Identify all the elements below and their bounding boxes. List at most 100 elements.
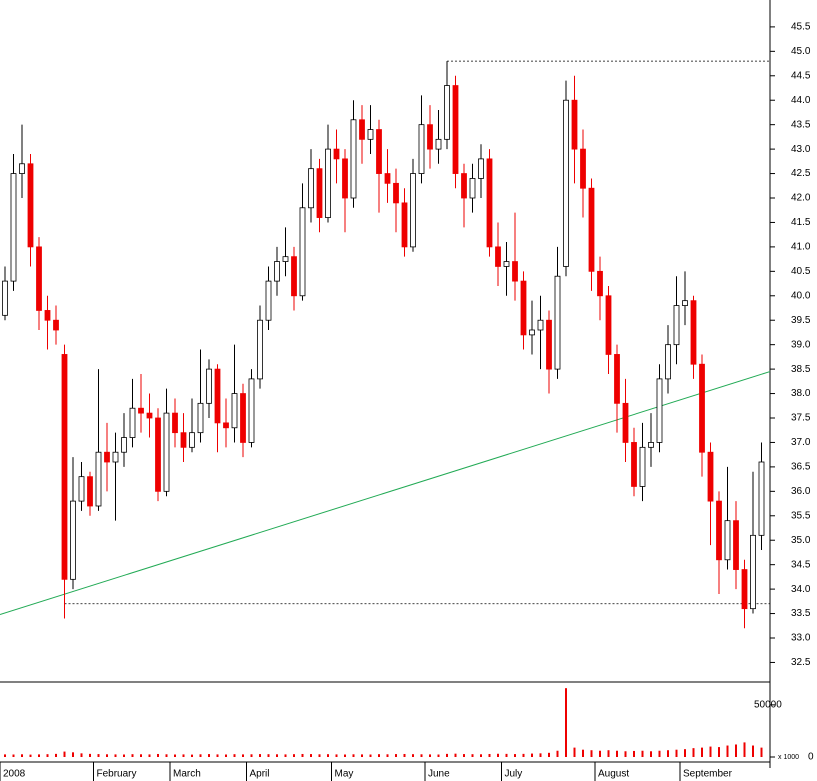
candle-body: [512, 261, 518, 282]
volume-bar: [114, 754, 117, 757]
y-tick-label: 35.5: [791, 510, 811, 521]
candle-body: [376, 129, 382, 174]
volume-bar: [80, 753, 83, 757]
candle-body: [401, 202, 408, 248]
volume-bar: [573, 747, 576, 757]
x-tick-label: August: [598, 769, 629, 780]
volume-bar: [743, 742, 746, 757]
volume-bar: [650, 751, 652, 757]
volume-bar: [403, 753, 406, 757]
volume-bar: [667, 750, 669, 757]
volume-tick-label: 50000: [754, 699, 782, 710]
volume-bar: [344, 754, 346, 757]
volume-bar: [259, 754, 261, 757]
volume-bar: [369, 754, 372, 757]
y-tick-label: 45.0: [791, 46, 811, 57]
volume-bar: [752, 745, 754, 757]
candle-body: [308, 168, 314, 209]
candle-body: [231, 393, 238, 429]
volume-bar: [420, 754, 423, 757]
y-tick-label: 41.0: [791, 242, 811, 253]
volume-bar: [505, 753, 508, 757]
candle-body: [53, 319, 59, 331]
candle-body: [707, 451, 714, 502]
volume-bar: [284, 754, 287, 757]
candle-body: [163, 412, 170, 492]
candle-body: [588, 187, 595, 272]
y-tick-label: 34.5: [791, 559, 811, 570]
volume-bar: [624, 751, 627, 757]
volume-bar: [233, 754, 236, 757]
volume-bar: [446, 753, 448, 757]
candle-body: [121, 437, 127, 453]
candle-body: [197, 402, 204, 434]
candle-body: [537, 319, 544, 331]
volume-bar: [327, 754, 329, 757]
volume-bar: [191, 754, 193, 757]
volume-bar: [701, 747, 703, 757]
candle-body: [316, 168, 323, 218]
x-tick-label: February: [97, 769, 137, 780]
volume-bar: [658, 750, 661, 757]
y-tick-label: 38.0: [791, 388, 811, 399]
candle-body: [155, 417, 161, 492]
volume-bar: [641, 750, 644, 757]
volume-bar: [539, 753, 542, 757]
volume-bar: [565, 688, 567, 757]
y-tick-label: 36.0: [791, 486, 811, 497]
volume-bar: [760, 747, 763, 757]
candle-body: [87, 476, 93, 507]
volume-bar: [335, 754, 338, 757]
x-tick-label: April: [250, 769, 270, 780]
candle-body: [418, 124, 425, 174]
candle-body: [461, 173, 467, 199]
volume-bar: [412, 754, 414, 757]
volume-bar: [38, 754, 40, 757]
y-tick-label: 37.5: [791, 413, 811, 424]
volume-bar: [293, 754, 295, 757]
candle-body: [27, 163, 34, 248]
y-tick-label: 44.0: [791, 95, 811, 106]
candle-body: [656, 378, 663, 443]
volume-bar: [276, 754, 278, 757]
candle-body: [104, 451, 110, 463]
volume-unit: x 1000: [778, 754, 799, 761]
volume-bar: [352, 754, 355, 757]
y-tick-label: 44.5: [791, 70, 811, 81]
candle-body: [325, 148, 331, 218]
y-tick-label: 42.5: [791, 168, 811, 179]
y-tick-label: 43.0: [791, 144, 811, 155]
y-tick-label: 32.5: [791, 657, 811, 668]
candle-body: [673, 305, 680, 346]
volume-bar: [361, 754, 363, 757]
volume-bar: [599, 750, 601, 757]
volume-bar: [480, 754, 482, 757]
y-tick-label: 40.0: [791, 290, 811, 301]
candle-body: [257, 319, 263, 380]
volume-bar: [616, 750, 618, 757]
candle-body: [112, 451, 119, 463]
volume-bar: [471, 754, 474, 757]
volume-tick-label: 0: [808, 752, 814, 763]
candle-body: [70, 500, 76, 580]
candle-body: [274, 261, 280, 282]
volume-bar: [522, 753, 525, 757]
candle-body: [265, 280, 272, 321]
volume-bar: [454, 753, 457, 757]
volume-bar: [89, 753, 91, 757]
volume-bar: [684, 749, 686, 757]
candle-body: [733, 520, 739, 570]
volume-bar: [378, 754, 380, 757]
candle-body: [427, 124, 433, 150]
y-tick-label: 39.5: [791, 315, 811, 326]
candle-body: [495, 246, 501, 267]
y-tick-label: 34.0: [791, 584, 811, 595]
volume-bar: [29, 754, 32, 757]
candle-body: [478, 158, 484, 179]
y-tick-label: 35.0: [791, 535, 811, 546]
candle-body: [393, 182, 399, 204]
candle-body: [631, 442, 637, 487]
x-tick-label: July: [505, 769, 523, 780]
volume-bar: [199, 754, 202, 757]
